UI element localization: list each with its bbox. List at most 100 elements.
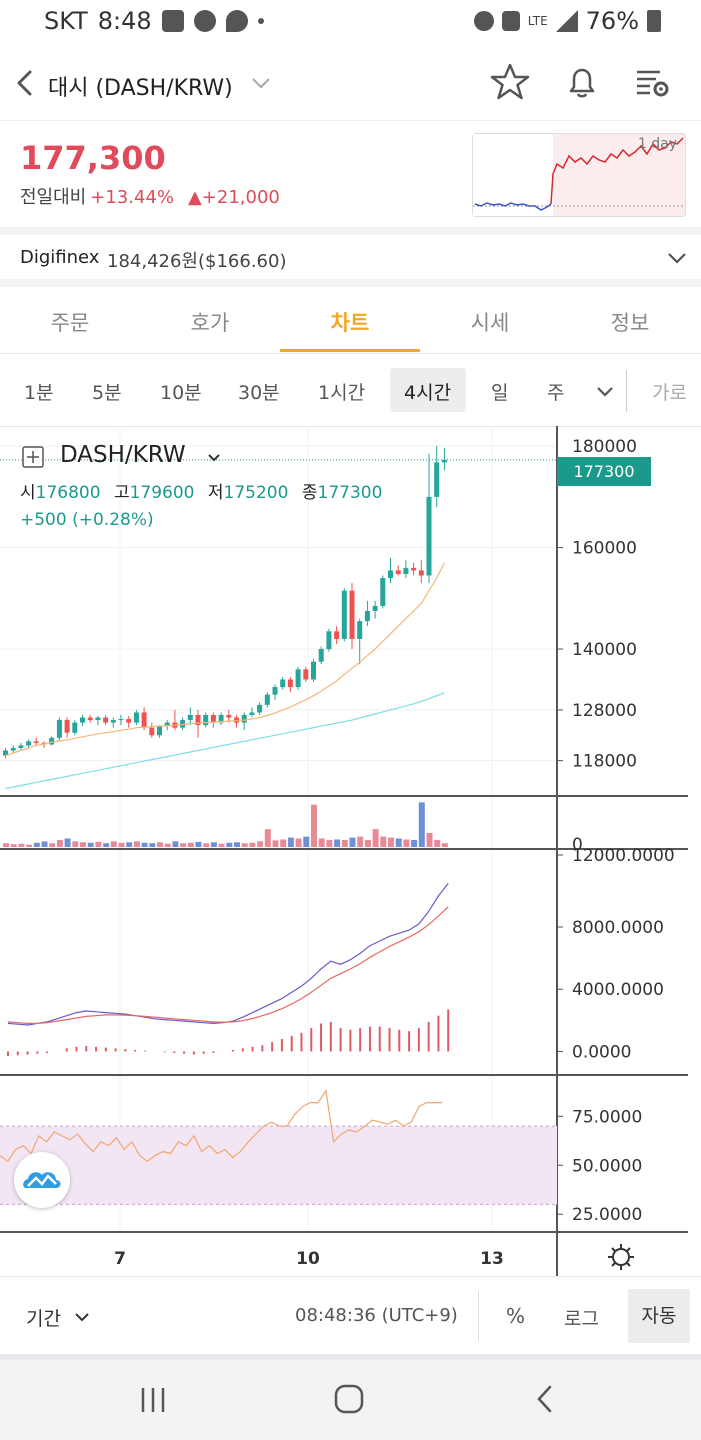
battery-icon — [647, 10, 661, 32]
low-value: 175200 — [223, 483, 289, 503]
exchange-row[interactable]: Digifinex 184,426원($166.60) — [0, 235, 701, 279]
add-indicator-icon[interactable] — [22, 446, 44, 468]
volume-bar — [434, 839, 441, 847]
candle-body — [434, 462, 440, 497]
rsi-band — [0, 1126, 557, 1205]
timeframe-bar: 1분 5분 10분 30분 1시간 4시간 일 주 가로 — [0, 354, 701, 427]
volume-bar — [18, 843, 25, 847]
bell-icon[interactable] — [562, 62, 602, 102]
candle-body — [56, 720, 62, 738]
candle — [87, 714, 93, 723]
settings-list-icon[interactable] — [632, 62, 672, 102]
timeframe-week[interactable]: 주 — [547, 382, 565, 404]
timeframe-10m[interactable]: 10분 — [160, 382, 202, 404]
volume-bar — [303, 836, 310, 847]
volume-bar — [195, 841, 202, 847]
high-label: 고 — [113, 483, 130, 503]
candle-body — [26, 741, 32, 746]
chevron-down-icon[interactable] — [250, 72, 272, 94]
volume-bar — [87, 842, 94, 847]
page-title[interactable]: 대시 (DASH/KRW) — [48, 76, 233, 101]
utc-clock[interactable]: 08:48:36 (UTC+9) — [295, 1305, 458, 1326]
candle-body — [341, 590, 347, 639]
tradingview-logo[interactable] — [14, 1152, 70, 1208]
time-axis-label: 10 — [296, 1249, 320, 1269]
candle — [395, 565, 401, 576]
percent-scale-button[interactable]: % — [506, 1304, 526, 1328]
tab-order[interactable]: 주문 — [50, 311, 90, 335]
more-notifications-icon — [257, 18, 264, 24]
candle-body — [318, 649, 324, 662]
timeframe-1h[interactable]: 1시간 — [318, 382, 366, 404]
tab-orderbook[interactable]: 호가 — [190, 311, 230, 335]
chevron-down-icon[interactable] — [72, 1307, 92, 1327]
indicator-series — [0, 562, 450, 1163]
volume-bar — [411, 839, 418, 847]
candle — [118, 714, 124, 726]
timeframe-5m[interactable]: 5분 — [92, 382, 122, 404]
candle-body — [226, 714, 232, 718]
candle — [403, 560, 409, 579]
chart-settings-gear-icon[interactable] — [606, 1242, 636, 1272]
volume-bar — [264, 829, 271, 847]
landscape-button[interactable]: 가로 — [652, 382, 687, 404]
price-chart[interactable]: 180000 160000 140000 128000 118000 0 12000.000… — [0, 426, 701, 1276]
volume-bar — [26, 844, 33, 847]
tab-trades[interactable]: 시세 — [470, 311, 510, 335]
volume-bar — [280, 839, 287, 847]
candle — [64, 717, 70, 738]
timeframe-1m[interactable]: 1분 — [24, 382, 54, 404]
divider — [626, 370, 627, 412]
chevron-down-icon[interactable] — [666, 247, 688, 269]
volume-bar — [395, 838, 402, 847]
change-label: 전일대비 — [20, 187, 87, 208]
tab-info[interactable]: 정보 — [610, 311, 650, 335]
candle-body — [157, 726, 162, 736]
chevron-down-icon[interactable] — [594, 380, 616, 402]
candle — [426, 453, 432, 584]
candle-body — [403, 567, 409, 574]
auto-scale-button[interactable]: 자동 — [628, 1289, 690, 1343]
log-scale-button[interactable]: 로그 — [564, 1308, 599, 1330]
back-icon[interactable] — [532, 1382, 558, 1416]
candle-body — [295, 669, 301, 688]
home-icon[interactable] — [332, 1382, 366, 1416]
tab-chart[interactable]: 차트 — [330, 311, 370, 335]
current-price: 177,300 — [20, 139, 166, 177]
candle — [295, 666, 301, 690]
candle — [349, 583, 355, 650]
recent-apps-icon[interactable] — [138, 1384, 168, 1416]
candle — [80, 714, 85, 727]
volume-bar — [334, 839, 341, 847]
favorite-star-icon[interactable] — [490, 62, 530, 102]
volume-bar — [103, 843, 110, 847]
candle — [318, 646, 324, 665]
timeframe-30m[interactable]: 30분 — [238, 382, 280, 404]
chevron-down-icon[interactable] — [206, 450, 222, 466]
volume-bar — [64, 838, 71, 847]
timeframe-4h[interactable]: 4시간 — [404, 382, 452, 404]
rsi-axis-label: 25.0000 — [572, 1205, 642, 1225]
candle-body — [133, 712, 139, 723]
candle — [33, 737, 39, 746]
timeframe-day[interactable]: 일 — [491, 382, 509, 404]
candle-change: +500 (+0.28%) — [20, 510, 154, 530]
ohlc-legend: 시176800 고179600 저175200 종177300 — [20, 478, 382, 503]
candle — [210, 712, 216, 728]
chart-symbol[interactable]: DASH/KRW — [60, 442, 186, 468]
rsi-axis-label: 50.0000 — [572, 1156, 642, 1176]
period-button[interactable]: 기간 — [26, 1308, 61, 1330]
price-axis-label: 118000 — [572, 752, 637, 772]
candle — [49, 736, 55, 746]
back-arrow-icon[interactable] — [10, 66, 44, 100]
macd-signal-line — [7, 906, 449, 1025]
macd-line — [7, 883, 449, 1026]
volume-bar — [295, 838, 302, 847]
mini-price-chart[interactable]: 1 day — [472, 133, 686, 217]
change-percent: +13.44% — [90, 187, 174, 208]
candle — [110, 717, 116, 728]
candle-body — [80, 717, 85, 723]
candle-body — [303, 669, 309, 680]
volume-bar — [80, 842, 86, 847]
divider — [478, 1291, 479, 1341]
